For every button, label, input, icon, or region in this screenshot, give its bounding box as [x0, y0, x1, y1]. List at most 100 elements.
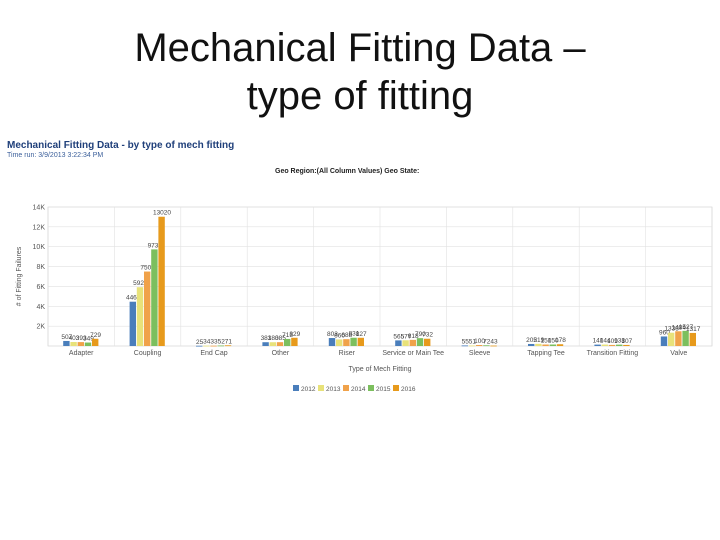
bar-2015 — [350, 337, 357, 346]
data-label: 205 — [526, 337, 537, 344]
legend-label-2012: 2012 — [301, 386, 316, 393]
slide-title: Mechanical Fitting Data – type of fittin… — [60, 24, 660, 120]
x-tick-label: Other — [272, 350, 290, 357]
data-label: 34 — [203, 339, 211, 346]
data-label: 4461 — [126, 295, 141, 302]
bar-2016 — [490, 345, 497, 347]
bar-2013 — [269, 342, 276, 346]
data-label: 51 — [469, 338, 477, 345]
bar-2015 — [284, 338, 291, 346]
bar-2016 — [92, 338, 99, 346]
data-label: 829 — [289, 331, 300, 338]
legend-swatch-2014 — [343, 385, 349, 391]
data-label: 13020 — [153, 210, 171, 217]
data-label: 109 — [607, 338, 618, 345]
bar-2013 — [136, 287, 144, 346]
bar-2013 — [203, 345, 210, 347]
data-label: 138 — [614, 338, 625, 345]
bar-2012 — [129, 301, 136, 346]
data-label: 52 — [218, 338, 226, 345]
x-axis-title: Type of Mech Fitting — [348, 366, 411, 373]
data-label: 380 — [268, 335, 279, 342]
geo-filter-label: Geo Region:(All Column Values) Geo State… — [275, 168, 420, 175]
data-label: 43 — [490, 339, 498, 346]
report-time-run: Time run: 3/9/2013 3:22:34 PM — [7, 152, 104, 159]
bar-2015 — [416, 338, 424, 346]
data-label: 9731 — [148, 242, 163, 249]
x-tick-label: Tapping Tee — [527, 350, 565, 357]
y-tick-label: 2K — [36, 324, 45, 331]
legend-swatch-2012 — [293, 385, 299, 391]
data-label: 349 — [83, 336, 94, 343]
x-tick-label: Service or Main Tee — [382, 350, 444, 357]
bar-2015 — [616, 344, 623, 346]
data-label: 507 — [61, 334, 72, 341]
data-label: 71 — [225, 338, 233, 345]
bar-2016 — [689, 332, 696, 346]
bar-2013 — [70, 341, 77, 346]
data-label: 790 — [415, 331, 426, 338]
y-tick-label: 10K — [33, 244, 46, 251]
y-tick-label: 14K — [33, 205, 46, 212]
bar-2014 — [144, 271, 151, 346]
data-label: 1317 — [686, 326, 701, 333]
data-label: 565 — [393, 333, 404, 340]
data-label: 107 — [621, 338, 632, 345]
bar-2012 — [528, 343, 535, 346]
y-tick-label: 8K — [36, 264, 45, 271]
data-label: 960 — [659, 329, 670, 336]
data-label: 1338 — [664, 326, 679, 333]
y-tick-label: 6K — [36, 284, 45, 291]
bar-2013 — [402, 340, 409, 346]
bar-2014 — [542, 344, 549, 346]
data-label: 33 — [210, 339, 218, 346]
bar-2012 — [196, 345, 203, 347]
bar-2014 — [343, 339, 350, 346]
x-tick-label: Riser — [339, 350, 356, 357]
data-label: 393 — [76, 335, 87, 342]
data-label: 803 — [327, 331, 338, 338]
data-label: 831 — [349, 331, 360, 338]
bar-2012 — [660, 336, 668, 346]
bar-2013 — [336, 339, 343, 346]
data-label: 381 — [261, 335, 272, 342]
x-tick-label: Valve — [670, 350, 687, 357]
bar-2012 — [395, 340, 402, 346]
bar-2014 — [608, 344, 616, 346]
bar-2016 — [556, 344, 564, 346]
data-label: 732 — [422, 332, 433, 339]
data-label: 7500 — [140, 265, 155, 272]
x-tick-label: Sleeve — [469, 350, 491, 357]
bar-2016 — [158, 216, 165, 346]
bar-2013 — [601, 344, 608, 346]
x-tick-label: Coupling — [134, 350, 162, 357]
bar-2012 — [461, 345, 468, 347]
bar-2013 — [668, 332, 675, 346]
x-tick-label: End Cap — [200, 350, 227, 357]
legend-label-2014: 2014 — [351, 386, 366, 393]
bar-2016 — [357, 337, 364, 346]
data-label: 660 — [334, 332, 345, 339]
bar-2015 — [483, 345, 490, 347]
data-label: 55 — [462, 338, 470, 345]
bar-2013 — [535, 343, 542, 346]
data-label: 729 — [90, 332, 101, 339]
x-tick-label: Transition Fitting — [587, 350, 639, 357]
bar-2015 — [217, 345, 224, 347]
bar-2014 — [210, 345, 217, 347]
x-tick-label: Adapter — [69, 350, 94, 357]
data-label: 618 — [408, 333, 419, 340]
legend-swatch-2013 — [318, 385, 324, 391]
bar-2014 — [77, 342, 84, 346]
bar-2016 — [623, 344, 630, 346]
data-label: 25 — [196, 339, 204, 346]
bar-2014 — [476, 345, 483, 346]
data-label: 100 — [474, 338, 485, 345]
legend-label-2016: 2016 — [401, 386, 416, 393]
bar-2016 — [424, 338, 431, 346]
bar-chart: 2K 4K 6K 8K 10K 12K 14K # of Fitting Failures 50… — [16, 205, 713, 393]
data-label: 1527 — [679, 324, 694, 331]
data-label: 5921 — [133, 280, 148, 287]
legend-label-2015: 2015 — [376, 386, 391, 393]
data-label: 72 — [483, 338, 491, 345]
